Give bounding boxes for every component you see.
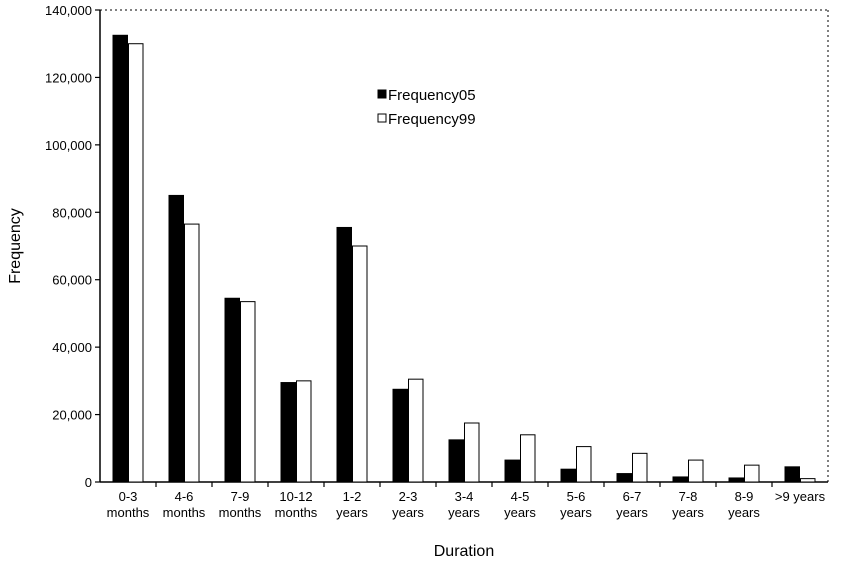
bar-frequency05 (392, 388, 408, 483)
x-tick-label: 3-4 years (448, 489, 480, 520)
y-tick-label: 20,000 (52, 408, 92, 423)
bar-frequency99 (688, 459, 704, 483)
bars (112, 34, 816, 483)
bar-frequency99 (408, 378, 424, 483)
bar-frequency05 (504, 459, 520, 483)
y-axis-title: Frequency (7, 208, 24, 284)
x-tick-label: 4-5 years (504, 489, 536, 520)
bar-frequency99 (464, 422, 480, 483)
bar-frequency99 (128, 43, 144, 483)
legend-label-frequency99: Frequency99 (388, 111, 476, 128)
x-tick-label: 7-9 months (219, 489, 262, 520)
legend-swatch-frequency05 (377, 89, 387, 99)
bar-frequency05 (336, 226, 352, 483)
bar-frequency99 (184, 223, 200, 483)
bar-frequency05 (672, 476, 688, 483)
x-tick-label: 0-3 months (107, 489, 150, 520)
bar-frequency05 (168, 194, 184, 483)
bar-frequency99 (576, 446, 592, 483)
y-tick-label: 100,000 (45, 138, 92, 153)
legend: Frequency05 Frequency99 (377, 87, 476, 128)
y-tick-label: 40,000 (52, 340, 92, 355)
y-tick-label: 140,000 (45, 3, 92, 18)
bar-frequency05 (560, 468, 576, 483)
bar-frequency99 (240, 301, 256, 483)
bar-frequency99 (520, 434, 536, 483)
x-tick-label: 4-6 months (163, 489, 206, 520)
bar-frequency99 (296, 380, 312, 483)
x-tick-label: >9 years (775, 489, 826, 504)
y-tick-label: 60,000 (52, 273, 92, 288)
legend-label-frequency05: Frequency05 (388, 87, 476, 104)
x-axis: 0-3 months 4-6 months 7-9 months 10-12 months 1-… (107, 482, 826, 520)
y-tick-label: 80,000 (52, 205, 92, 220)
bar-frequency05 (728, 477, 744, 483)
legend-swatch-frequency99 (377, 113, 387, 123)
x-tick-label: 5-6 years (560, 489, 592, 520)
bar-frequency05 (616, 473, 632, 483)
bar-frequency05 (280, 382, 296, 483)
y-tick-label: 120,000 (45, 70, 92, 85)
x-tick-label: 10-12 months (275, 489, 318, 520)
x-tick-label: 8-9 years (728, 489, 760, 520)
bar-frequency99 (744, 464, 760, 483)
bar-frequency99 (352, 245, 368, 483)
y-tick-label: 0 (85, 475, 92, 490)
x-tick-label: 7-8 years (672, 489, 704, 520)
bar-frequency05 (784, 466, 800, 483)
bar-frequency05 (448, 439, 464, 483)
bar-frequency05 (112, 34, 128, 483)
y-axis: 0 20,000 40,000 60,000 80,000 100,000 120,000 1… (45, 3, 100, 490)
plot-frame (99, 9, 829, 483)
x-axis-title: Duration (434, 543, 494, 560)
x-tick-label: 6-7 years (616, 489, 648, 520)
x-tick-label: 1-2 years (336, 489, 368, 520)
x-tick-label: 2-3 years (392, 489, 424, 520)
bar-frequency99 (632, 452, 648, 483)
bar-frequency05 (224, 297, 240, 483)
bar-frequency99 (800, 478, 816, 483)
